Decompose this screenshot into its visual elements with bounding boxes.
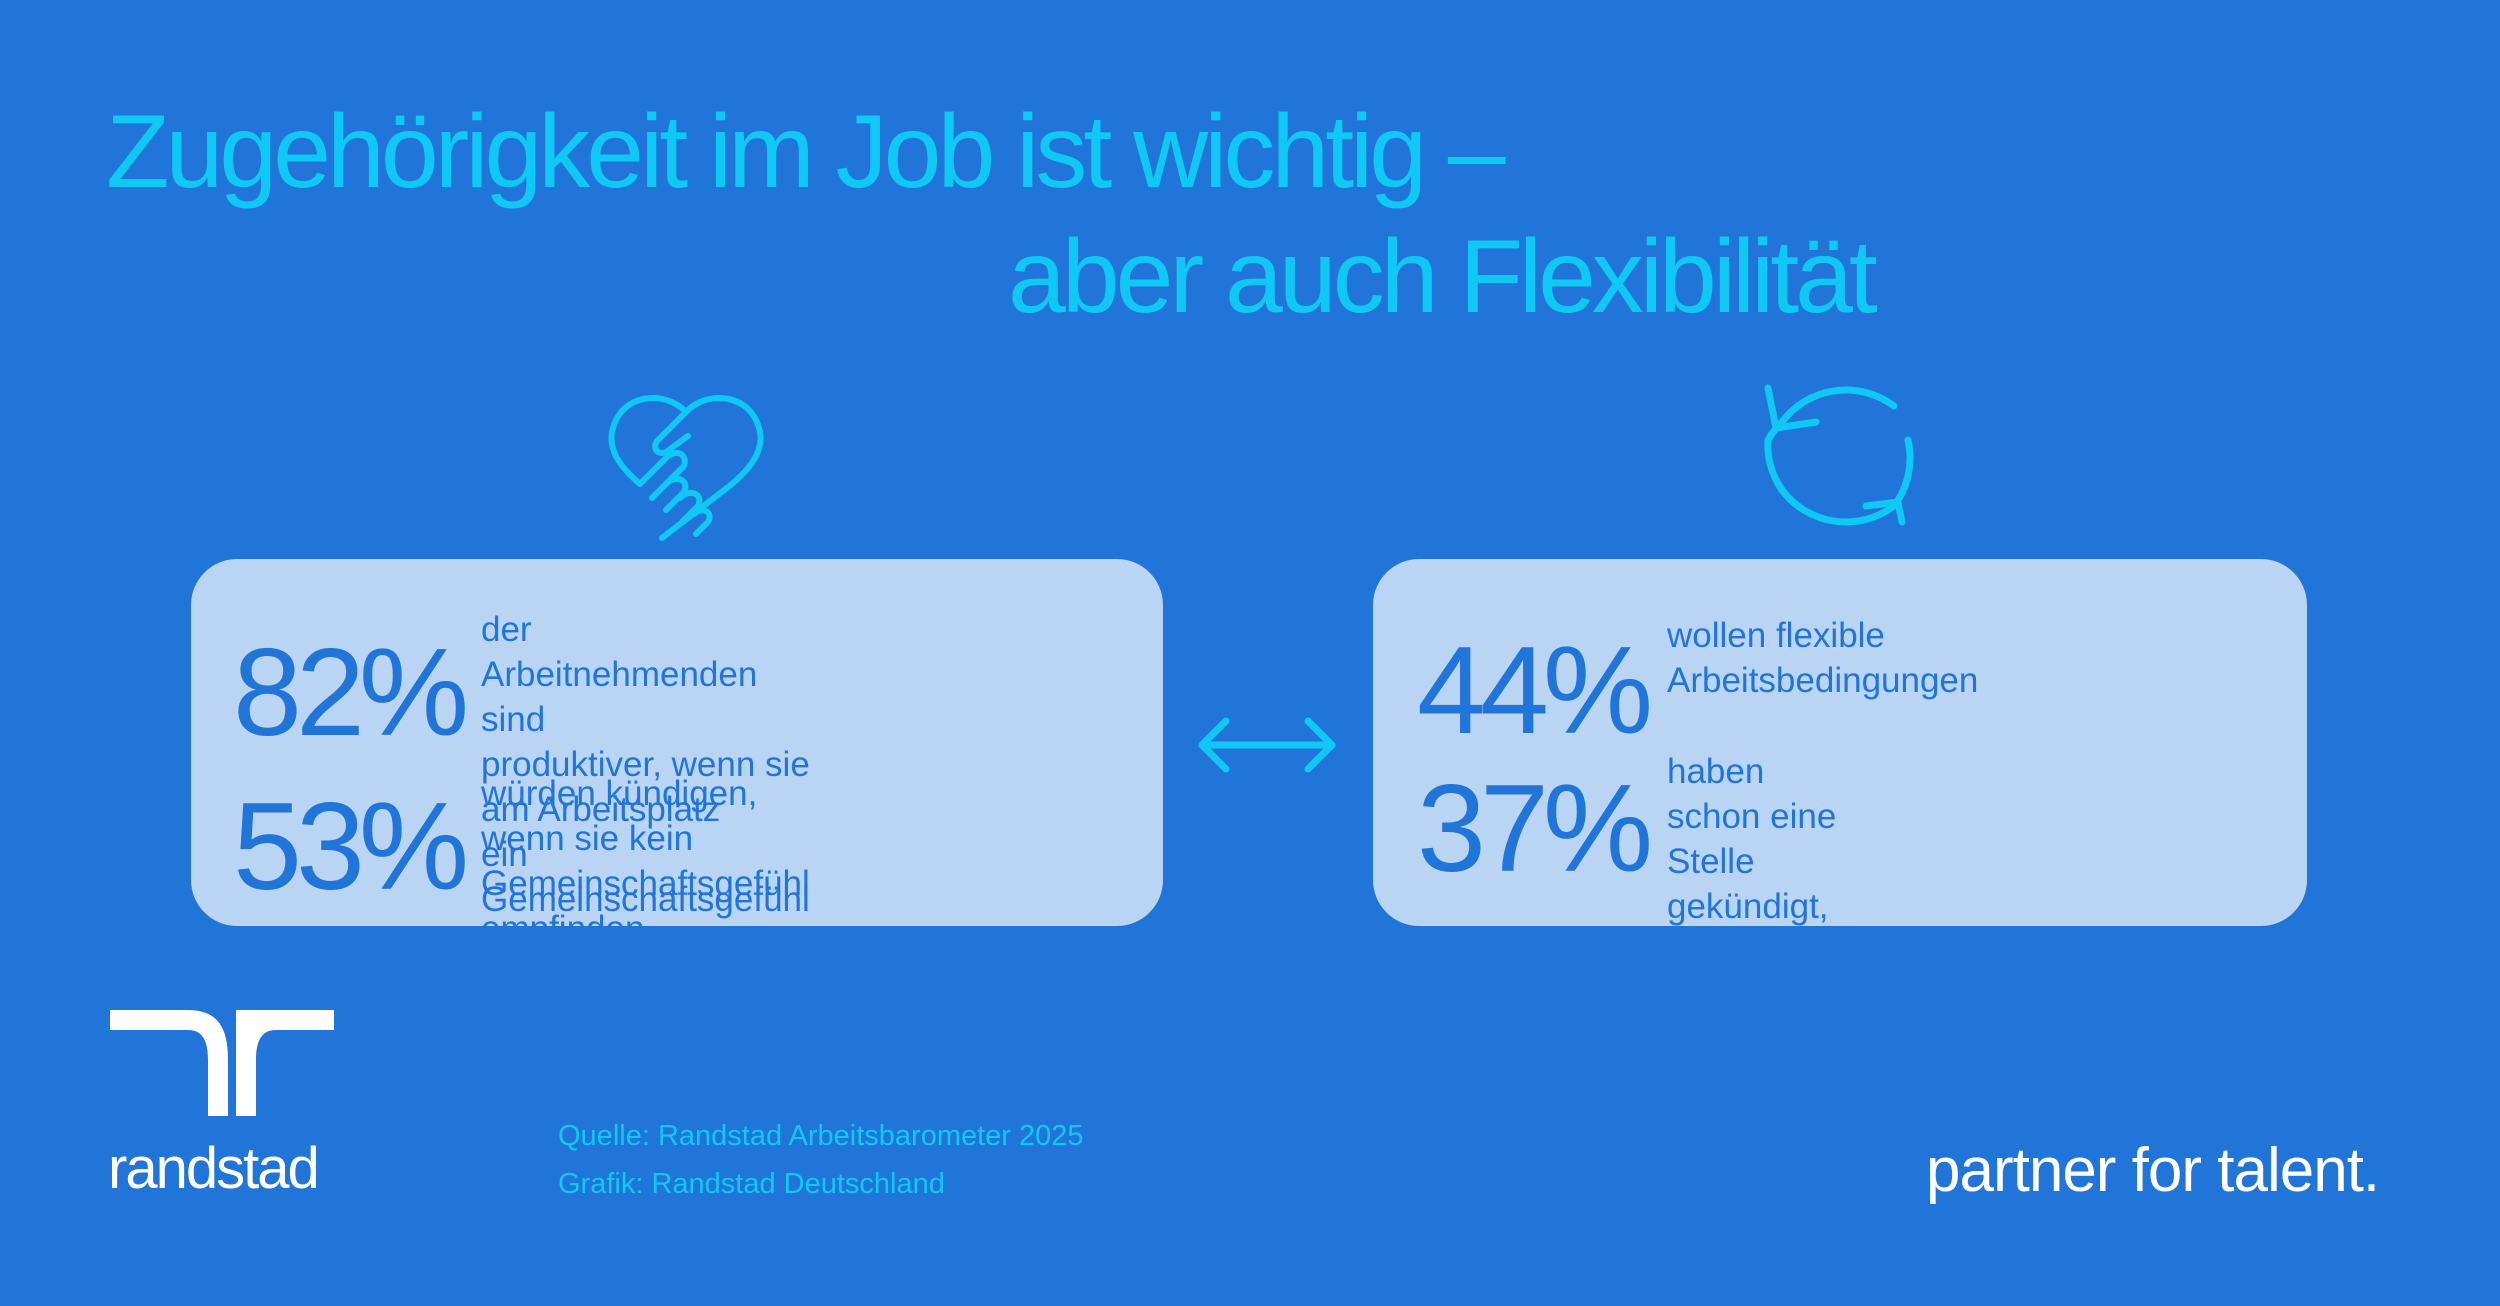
title-line-1: Zugehörigkeit im Job ist wichtig – [106,94,1506,210]
refresh-cycle-icon [1764,384,1914,526]
randstad-logo-icon [110,1010,334,1116]
stat-percent: 82% [233,624,469,762]
stat-description: würden kündigen, wenn sie kein Gemeinsch… [481,774,810,948]
randstad-logo-text: randstad [108,1136,320,1201]
tagline: partner for talent. [1926,1136,2380,1205]
title-line-2: aber auch Flexibilität [1008,219,1878,335]
stat-description: wollen flexible Arbeitsbedingungen [1667,616,1979,700]
stat-percent: 44% [1417,622,1653,760]
stat-percent: 37% [1417,760,1653,898]
stat-percent: 53% [233,778,469,916]
double-arrow-icon [1198,717,1336,773]
flexibility-card: 44% wollen flexible Arbeitsbedingungen 3… [1373,559,2307,1196]
belonging-card: 82% der Arbeitnehmenden sind produktiver… [191,559,1163,964]
stat-description: der Arbeitnehmenden sind produktiver, we… [481,610,810,964]
stat-description: haben schon eine Stelle gekündigt, weil … [1667,752,1843,1196]
heart-handshake-icon [608,395,764,541]
graphic-credit-line: Grafik: Randstad Deutschland [558,1168,945,1200]
source-line: Quelle: Randstad Arbeitsbarometer 2025 [558,1120,1084,1152]
